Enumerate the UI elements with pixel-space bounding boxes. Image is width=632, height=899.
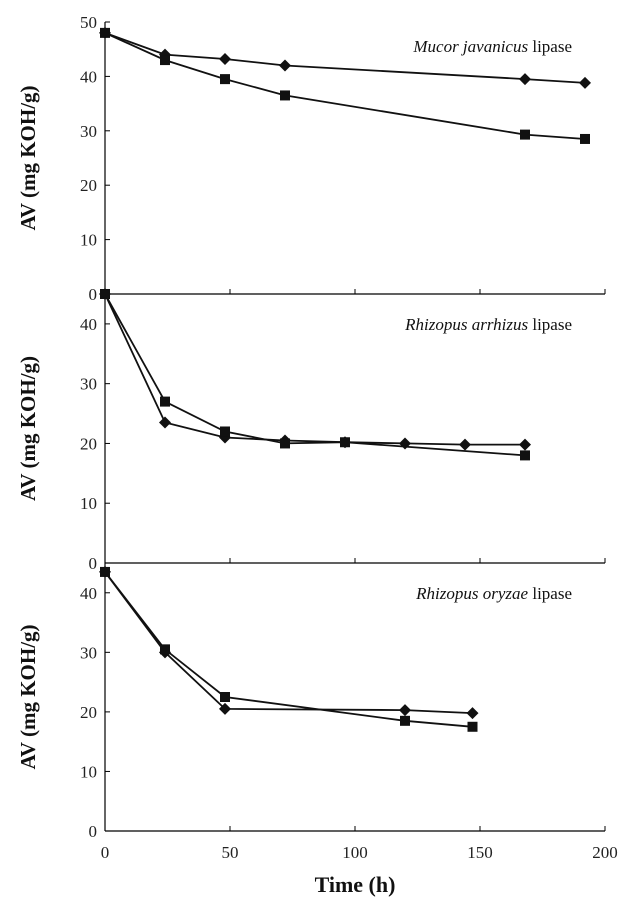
series-line	[104, 293, 525, 446]
series-line	[104, 32, 586, 84]
y-tick-label: 10	[80, 494, 97, 513]
y-tick-label: 20	[80, 176, 97, 195]
data-point-square	[100, 27, 110, 38]
x-tick-label: 200	[592, 843, 618, 862]
panel-1: 0 10 20 30 40 50 AV (mg KOH/g) Mucor javanicus …	[16, 13, 606, 304]
annotation-suffix: lipase	[528, 37, 572, 56]
y-tick-label: 0	[89, 285, 98, 304]
data-point-square	[280, 90, 290, 101]
data-point-square	[160, 55, 170, 66]
annotation-suffix: lipase	[528, 584, 572, 603]
y-axis-label: AV (mg KOH/g)	[16, 624, 40, 769]
series-line	[104, 32, 586, 140]
y-axis-label: AV (mg KOH/g)	[16, 356, 40, 501]
data-point-diamond	[399, 704, 411, 717]
series-square	[100, 289, 530, 461]
data-point-square	[580, 133, 590, 144]
data-point-diamond	[279, 59, 291, 72]
y-tick-label: 40	[80, 315, 97, 334]
data-point-square	[520, 450, 530, 461]
panel-annotation: Rhizopus arrhizus lipase	[404, 315, 572, 334]
y-tick-label: 40	[80, 67, 97, 86]
annotation-species: Rhizopus oryzae	[415, 584, 528, 603]
data-point-square	[467, 721, 478, 732]
chart-panels: 0 10 20 30 40 50 AV (mg KOH/g) Mucor javanicus …	[16, 13, 618, 862]
data-point-square	[220, 426, 230, 437]
data-point-square	[220, 74, 230, 85]
data-point-diamond	[519, 438, 531, 451]
y-tick-label: 10	[80, 231, 97, 250]
data-point-square	[100, 566, 110, 577]
data-point-diamond	[159, 416, 171, 429]
annotation-species: Mucor javanicus	[412, 37, 528, 56]
x-tick-label: 100	[342, 843, 368, 862]
annotation-suffix: lipase	[528, 315, 572, 334]
y-axis-label: AV (mg KOH/g)	[16, 85, 40, 230]
x-tick-label: 50	[222, 843, 239, 862]
data-point-square	[280, 438, 290, 449]
x-tick-label: 150	[467, 843, 493, 862]
panel-2: 0 10 20 30 40 AV (mg KOH/g) Rhizopus arrhizus …	[16, 288, 606, 573]
data-point-square	[340, 437, 350, 448]
x-tick-label: 0	[101, 843, 110, 862]
data-point-square	[400, 715, 410, 726]
data-point-diamond	[219, 52, 231, 65]
y-tick-label: 10	[80, 762, 97, 781]
y-tick-label: 30	[80, 375, 97, 394]
data-point-diamond	[579, 76, 591, 89]
series-diamond	[99, 288, 531, 451]
panel-3: 0 10 20 30 40 AV (mg KOH/g) Rhizopus oryzae li…	[16, 563, 618, 862]
series-square	[100, 566, 478, 732]
series-line	[104, 293, 526, 457]
data-point-square	[520, 129, 530, 140]
panel-annotation: Mucor javanicus lipase	[412, 37, 572, 56]
panel-annotation: Rhizopus oryzae lipase	[415, 584, 572, 603]
data-point-square	[160, 644, 170, 655]
y-tick-label: 0	[89, 554, 98, 573]
y-tick-label: 40	[80, 584, 97, 603]
y-tick-label: 20	[80, 703, 97, 722]
data-point-diamond	[466, 707, 479, 720]
y-tick-label: 30	[80, 122, 97, 141]
y-tick-label: 0	[89, 822, 98, 841]
data-point-square	[100, 289, 110, 299]
data-point-diamond	[219, 702, 231, 715]
data-point-square	[160, 396, 170, 407]
y-tick-label: 50	[80, 13, 97, 32]
x-axis-label: Time (h)	[315, 872, 396, 897]
data-point-square	[220, 692, 230, 702]
y-tick-label: 30	[80, 643, 97, 662]
data-point-diamond	[459, 438, 471, 451]
series-square	[100, 27, 590, 144]
data-point-diamond	[519, 73, 531, 86]
annotation-species: Rhizopus arrhizus	[404, 315, 528, 334]
y-tick-label: 20	[80, 434, 97, 453]
